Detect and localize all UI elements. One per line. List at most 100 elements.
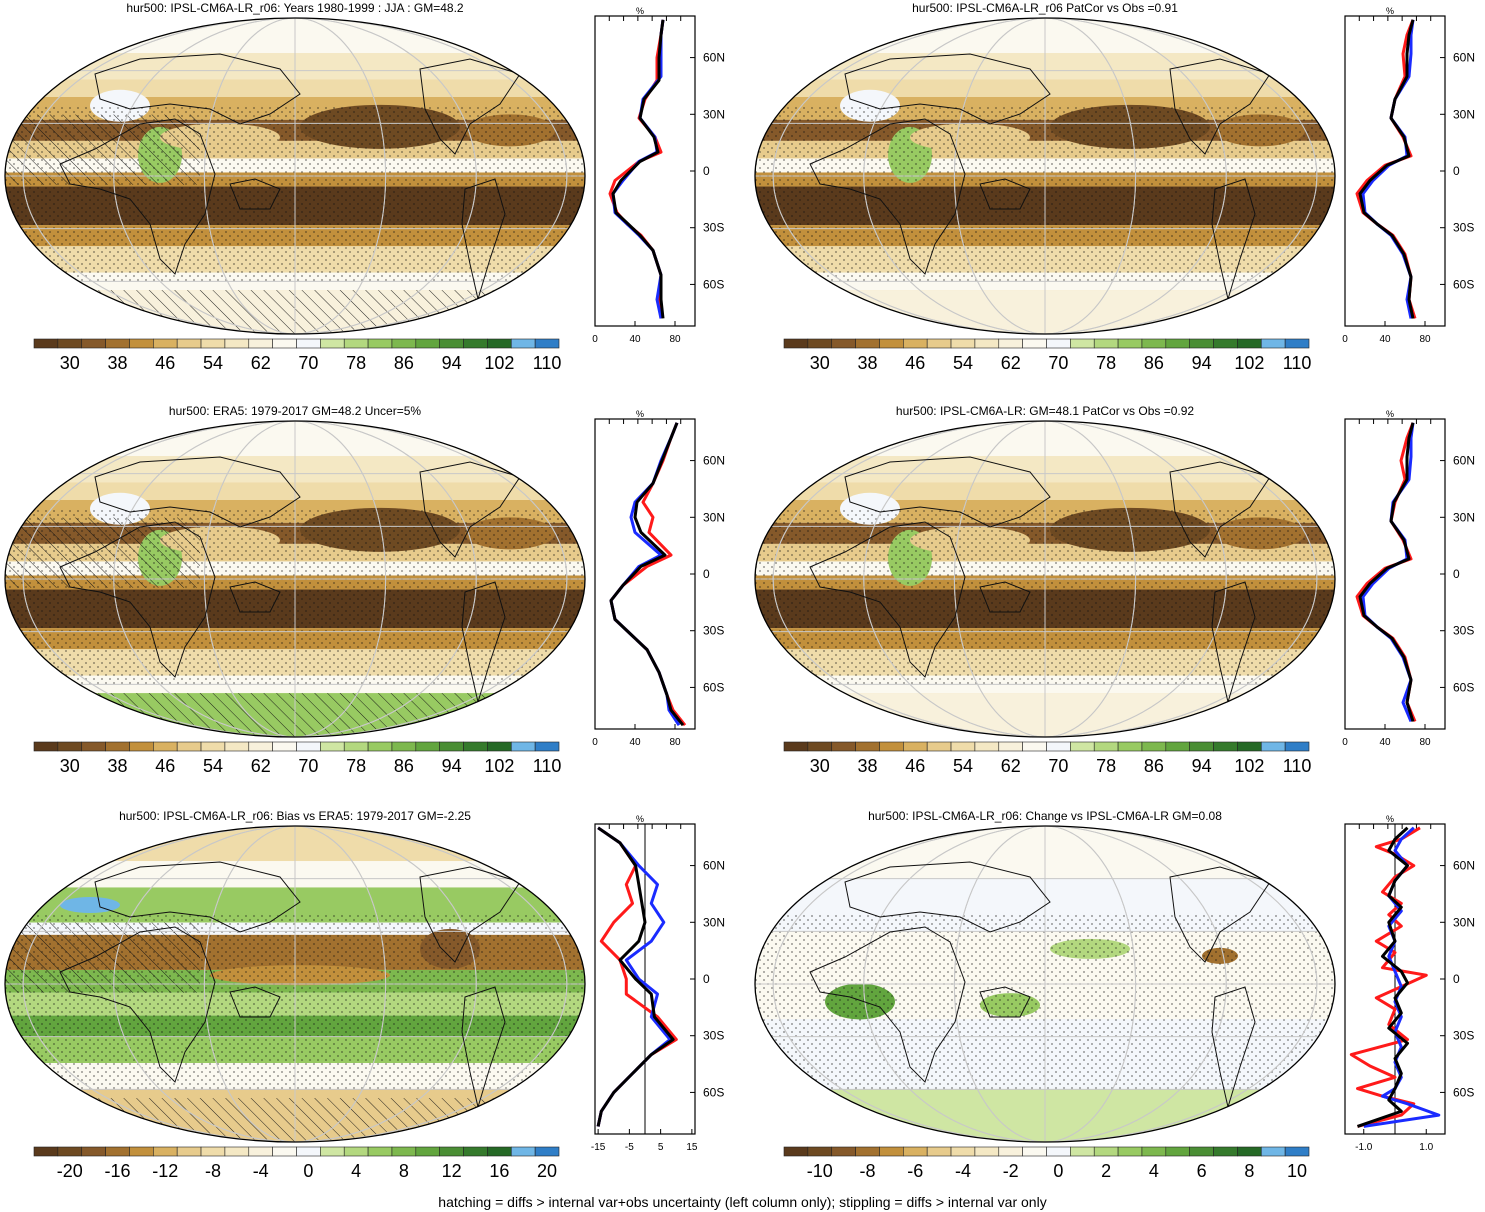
colorbar-tick-label: -12 (152, 1161, 178, 1181)
colorbar-swatch (487, 1146, 512, 1157)
profile-lat-label: 30S (1453, 1029, 1474, 1043)
colorbar-swatch (950, 741, 976, 752)
colorbar-tick-label: 30 (60, 756, 80, 776)
colorbar-swatch (200, 1146, 226, 1157)
coastline (461, 986, 506, 1109)
colorbar-tick-label: 62 (251, 756, 271, 776)
profile-lat-label: 30N (1453, 510, 1475, 524)
colorbar-swatch (153, 338, 178, 349)
colorbar-tick-label: 46 (155, 756, 175, 776)
colorbar-swatch (248, 1146, 273, 1157)
profile-lat-label: 30S (1453, 221, 1474, 235)
colorbar-swatch (33, 1146, 59, 1157)
colorbar-tick-label: -2 (1003, 1161, 1019, 1181)
panel-title: hur500: ERA5: 1979-2017 GM=48.2 Uncer=5% (168, 404, 422, 418)
colorbar-swatch (1117, 338, 1143, 349)
colorbar-swatch (1260, 1146, 1286, 1157)
colorbar-tick-label: 70 (1048, 353, 1068, 373)
colorbar-tick-label: 0 (303, 1161, 313, 1181)
colorbar-tick-label: -16 (105, 1161, 131, 1181)
world-map (4, 825, 586, 1143)
colorbar-swatch (105, 1146, 130, 1157)
profile-lat-label: 0 (703, 567, 710, 581)
colorbar-swatch (1189, 338, 1214, 349)
colorbar-swatch (200, 338, 226, 349)
coastline (59, 118, 216, 275)
profile-unit: % (1386, 814, 1394, 824)
colorbar-tick-label: 78 (1096, 353, 1116, 373)
profile-x-tick-label: 80 (1419, 737, 1431, 748)
profile-x-tick-label: 0 (592, 334, 598, 345)
colorbar-swatch (807, 338, 833, 349)
colorbar-swatch (176, 1146, 202, 1157)
world-map (4, 17, 586, 335)
colorbar-swatch (415, 741, 440, 752)
profile-lat-label: 0 (1453, 972, 1460, 986)
colorbar-swatch (272, 1146, 297, 1157)
profile-lat-label: 60N (1453, 859, 1475, 873)
profile-lat-label: 30N (1453, 915, 1475, 929)
colorbar-swatch (510, 1146, 536, 1157)
colorbar-swatch (81, 338, 106, 349)
colorbar-tick-label: 46 (155, 353, 175, 373)
colorbar-swatch (1022, 338, 1047, 349)
colorbar-swatch (926, 338, 952, 349)
colorbar-swatch (998, 741, 1023, 752)
colorbar-swatch (153, 1146, 178, 1157)
colorbar-swatch (1189, 1146, 1214, 1157)
colorbar-tick-label: 2 (1101, 1161, 1111, 1181)
coastline (844, 861, 1051, 933)
profile-lat-label: 60N (703, 859, 725, 873)
colorbar-tick-label: 8 (1244, 1161, 1254, 1181)
coastline (229, 581, 281, 613)
colorbar-swatch (1237, 338, 1262, 349)
colorbar-tick-label: -8 (205, 1161, 221, 1181)
colorbar-swatch (272, 338, 297, 349)
profile-lat-label: 30S (703, 624, 724, 638)
colorbar-tick-label: 70 (298, 756, 318, 776)
figure-footnote: hatching = diffs > internal var+obs unce… (438, 1194, 1047, 1210)
colorbar-swatch (57, 338, 83, 349)
colorbar-swatch (81, 741, 106, 752)
black-profile-line (1357, 826, 1409, 1128)
coastline (229, 986, 281, 1018)
colorbar-tick-label: 110 (533, 353, 562, 373)
coastline (94, 53, 301, 125)
colorbar-swatch (33, 338, 59, 349)
coastline (1169, 461, 1271, 558)
colorbar-tick-label: 94 (1192, 353, 1212, 373)
colorbar-tick-label: 86 (394, 756, 414, 776)
colorbar-tick-label: 86 (394, 353, 414, 373)
colorbar-swatch (1022, 741, 1047, 752)
panel-bias-vs-era5: hur500: IPSL-CM6A-LR_r06: Bias vs ERA5: … (0, 808, 740, 1188)
colorbar-swatch (391, 1146, 417, 1157)
coastline (809, 521, 966, 678)
colorbar-swatch (974, 741, 1000, 752)
colorbar-swatch (807, 741, 833, 752)
colorbar-tick-label: 30 (810, 756, 830, 776)
colorbar-swatch (1141, 741, 1167, 752)
colorbar-swatch (1284, 338, 1310, 349)
colorbar-swatch (487, 338, 512, 349)
colorbar-swatch (1046, 1146, 1071, 1157)
profile-lat-label: 60S (703, 277, 724, 291)
profile-lat-label: 60N (703, 51, 725, 65)
colorbar-swatch (1093, 1146, 1119, 1157)
colorbar-swatch (1070, 741, 1095, 752)
profile-lat-label: 60N (1453, 51, 1475, 65)
colorbar-swatch (1284, 741, 1310, 752)
map-border (4, 420, 586, 738)
profile-x-tick-label: 1.0 (1419, 1142, 1433, 1153)
zonal-mean-profile: % 60N 30N 0 30S 60S -1.0 1.0 (1344, 814, 1475, 1153)
coastline (1169, 866, 1271, 963)
coastline (844, 456, 1051, 528)
profile-lat-label: 60S (1453, 680, 1474, 694)
colorbar-swatch (105, 741, 130, 752)
panel-model-patcor: hur500: IPSL-CM6A-LR_r06 PatCor vs Obs =… (750, 0, 1485, 380)
world-map (754, 825, 1336, 1143)
profile-x-tick-label: 0 (592, 737, 598, 748)
colorbar-swatch (1237, 741, 1262, 752)
colorbar: 30 38 46 54 62 70 78 86 94 102 110 (33, 741, 561, 776)
profile-x-tick-label: 40 (629, 737, 641, 748)
colorbar-swatch (1093, 338, 1119, 349)
